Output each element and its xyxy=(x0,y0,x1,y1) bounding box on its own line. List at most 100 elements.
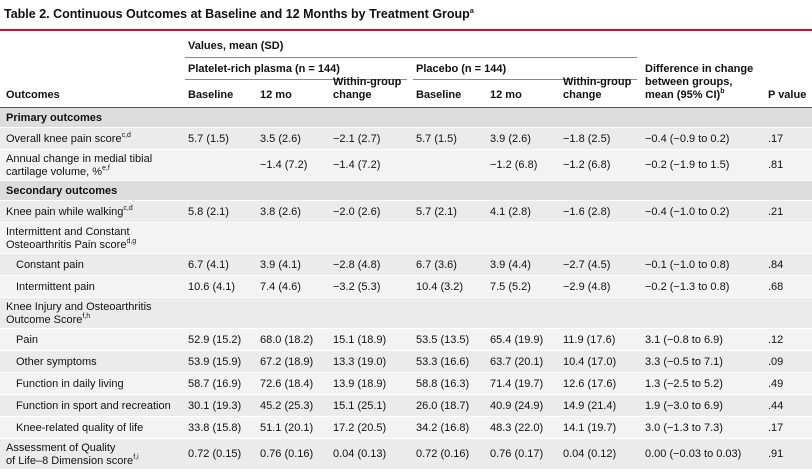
cell: 67.2 (18.9) xyxy=(260,355,314,368)
cell: −1.6 (2.8) xyxy=(563,205,611,218)
cell: 3.1 (−0.8 to 6.9) xyxy=(645,333,723,346)
column-header: P value xyxy=(768,89,806,102)
title-rule xyxy=(0,29,812,31)
cell: .17 xyxy=(768,421,784,434)
cell: 3.5 (2.6) xyxy=(260,132,301,145)
column-header: Outcomes xyxy=(6,89,60,102)
cell: 0.04 (0.13) xyxy=(333,448,387,460)
footnote: f,h xyxy=(82,312,91,320)
row-bg xyxy=(0,417,812,439)
column-header-line: Within-group xyxy=(563,76,632,88)
group-rule xyxy=(185,79,407,80)
table-title: Table 2. Continuous Outcomes at Baseline… xyxy=(4,8,474,21)
row-label: Intermittent and Constant Osteoarthritis … xyxy=(6,226,136,252)
column-header: Difference in change between groups, mean … xyxy=(645,63,753,102)
row-label: Other symptoms xyxy=(16,355,97,368)
section-title: Secondary outcomes xyxy=(6,185,118,197)
column-header-line: Within-group xyxy=(333,76,402,88)
column-header-line: 12 mo xyxy=(260,89,292,101)
row-bg xyxy=(0,329,812,351)
column-header-line: change xyxy=(333,89,372,101)
label-line: cartilage volume, %e,f xyxy=(6,164,110,178)
cell: 3.8 (2.6) xyxy=(260,205,301,218)
label-line: Outcome Scoref,h xyxy=(6,312,91,326)
cell: 6.7 (3.6) xyxy=(416,258,457,271)
cell: 10.4 (17.0) xyxy=(563,355,617,368)
cell: 72.6 (18.4) xyxy=(260,377,314,390)
group-label: Placebo (n = 144) xyxy=(416,63,507,75)
cell: .12 xyxy=(768,333,784,346)
column-header: Within-group change xyxy=(333,76,401,102)
column-header-line: Outcomes xyxy=(6,89,60,101)
cell: 4.1 (2.8) xyxy=(490,205,531,218)
cell: 3.9 (4.1) xyxy=(260,258,301,271)
row-bg xyxy=(0,351,812,373)
cell: −0.4 (−0.9 to 0.2) xyxy=(645,132,730,145)
cell: −2.9 (4.8) xyxy=(563,280,611,293)
cell: 33.8 (15.8) xyxy=(188,421,242,434)
cell: 53.5 (13.5) xyxy=(416,333,470,346)
column-header-line: mean (95% CI)b xyxy=(645,88,725,101)
cell: 1.3 (−2.5 to 5.2) xyxy=(645,377,723,390)
cell: 0.72 (0.16) xyxy=(416,448,470,460)
cell: 53.9 (15.9) xyxy=(188,355,242,368)
cell: −2.8 (4.8) xyxy=(333,258,381,271)
cell: −1.2 (6.8) xyxy=(563,159,611,171)
row-label: Constant pain xyxy=(16,258,84,271)
cell: −1.4 (7.2) xyxy=(333,159,381,171)
cell: 0.76 (0.16) xyxy=(260,448,314,460)
label-line: of Life–8 Dimension scoref,i xyxy=(6,453,139,467)
row-label: Knee pain while walkingc,d xyxy=(6,204,133,219)
cell: 3.9 (2.6) xyxy=(490,132,531,145)
row-label: Knee Injury and Osteoarthritis Outcome Sc… xyxy=(6,301,152,327)
cell: 45.2 (25.3) xyxy=(260,399,314,412)
cell: .68 xyxy=(768,280,784,293)
cell: 5.7 (2.1) xyxy=(416,205,457,218)
cell: 7.4 (4.6) xyxy=(260,280,301,293)
cell: 51.1 (20.1) xyxy=(260,421,314,434)
title-text: Table 2. Continuous Outcomes at Baseline… xyxy=(4,7,470,21)
row-label: Knee-related quality of life xyxy=(16,421,144,434)
column-header-line: change xyxy=(563,89,602,101)
cell: −2.1 (2.7) xyxy=(333,132,381,145)
footnote: b xyxy=(720,88,725,95)
cell: 12.6 (17.6) xyxy=(563,377,617,390)
column-header: 12 mo xyxy=(260,89,292,102)
label-line: Overall knee pain scorec,d xyxy=(6,131,131,145)
cell: 58.8 (16.3) xyxy=(416,377,470,390)
row-label: Pain xyxy=(16,333,39,346)
cell: 15.1 (25.1) xyxy=(333,399,387,412)
cell: 53.3 (16.6) xyxy=(416,355,470,368)
row-bg xyxy=(0,201,812,223)
cell: 14.1 (19.7) xyxy=(563,421,617,434)
cell: −1.4 (7.2) xyxy=(260,159,308,171)
cell: 6.7 (4.1) xyxy=(188,258,229,271)
cell: 5.7 (1.5) xyxy=(188,132,229,145)
label-line: Intermittent and Constant xyxy=(6,225,130,238)
cell: 34.2 (16.8) xyxy=(416,421,470,434)
label-line: Assessment of Quality xyxy=(6,441,116,454)
column-header: 12 mo xyxy=(490,89,522,102)
cell: 0.00 (−0.03 to 0.03) xyxy=(645,448,742,460)
cell: 10.4 (3.2) xyxy=(416,280,464,293)
cell: .09 xyxy=(768,355,784,368)
cell: −0.1 (−1.0 to 0.8) xyxy=(645,258,730,271)
cell: 0.04 (0.12) xyxy=(563,448,617,460)
cell: −1.8 (2.5) xyxy=(563,132,611,145)
cell: 48.3 (22.0) xyxy=(490,421,544,434)
column-header-line: between groups, xyxy=(645,76,733,88)
header-bg xyxy=(0,32,812,108)
cell: 58.7 (16.9) xyxy=(188,377,242,390)
cell: −0.4 (−1.0 to 0.2) xyxy=(645,205,730,218)
cell: 68.0 (18.2) xyxy=(260,333,314,346)
row-bg xyxy=(0,276,812,298)
footnote: c,d xyxy=(123,204,133,212)
cell: 10.6 (4.1) xyxy=(188,280,236,293)
column-header-line: Baseline xyxy=(188,89,234,101)
footnote: c,d xyxy=(121,131,131,139)
cell: 3.3 (−0.5 to 7.1) xyxy=(645,355,723,368)
column-header-line: 12 mo xyxy=(490,89,522,101)
footnote: e,f xyxy=(102,164,110,172)
group-rule xyxy=(413,79,637,80)
